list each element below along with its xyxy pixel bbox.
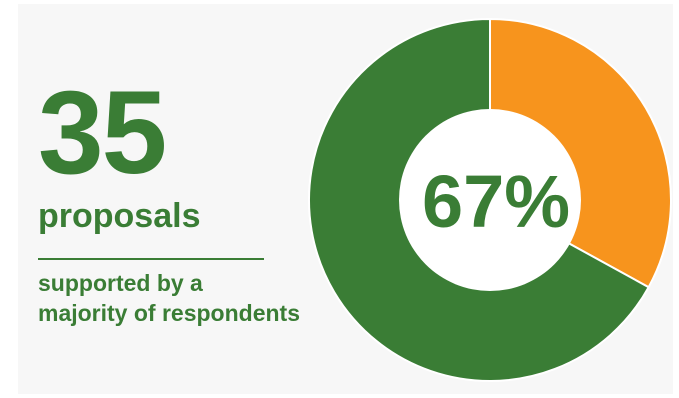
divider (38, 258, 264, 260)
stat-block: 35 proposals supported by a majority of … (38, 67, 318, 328)
caption-line-2: majority of respondents (38, 300, 300, 326)
caption-line-1: supported by a (38, 270, 203, 296)
proposal-count: 35 (38, 67, 167, 199)
proposal-unit-label: proposals (38, 197, 201, 235)
center-percentage-label: 67% (422, 160, 570, 243)
donut-hole (399, 109, 581, 291)
caption: supported by a majority of respondents (38, 268, 328, 328)
